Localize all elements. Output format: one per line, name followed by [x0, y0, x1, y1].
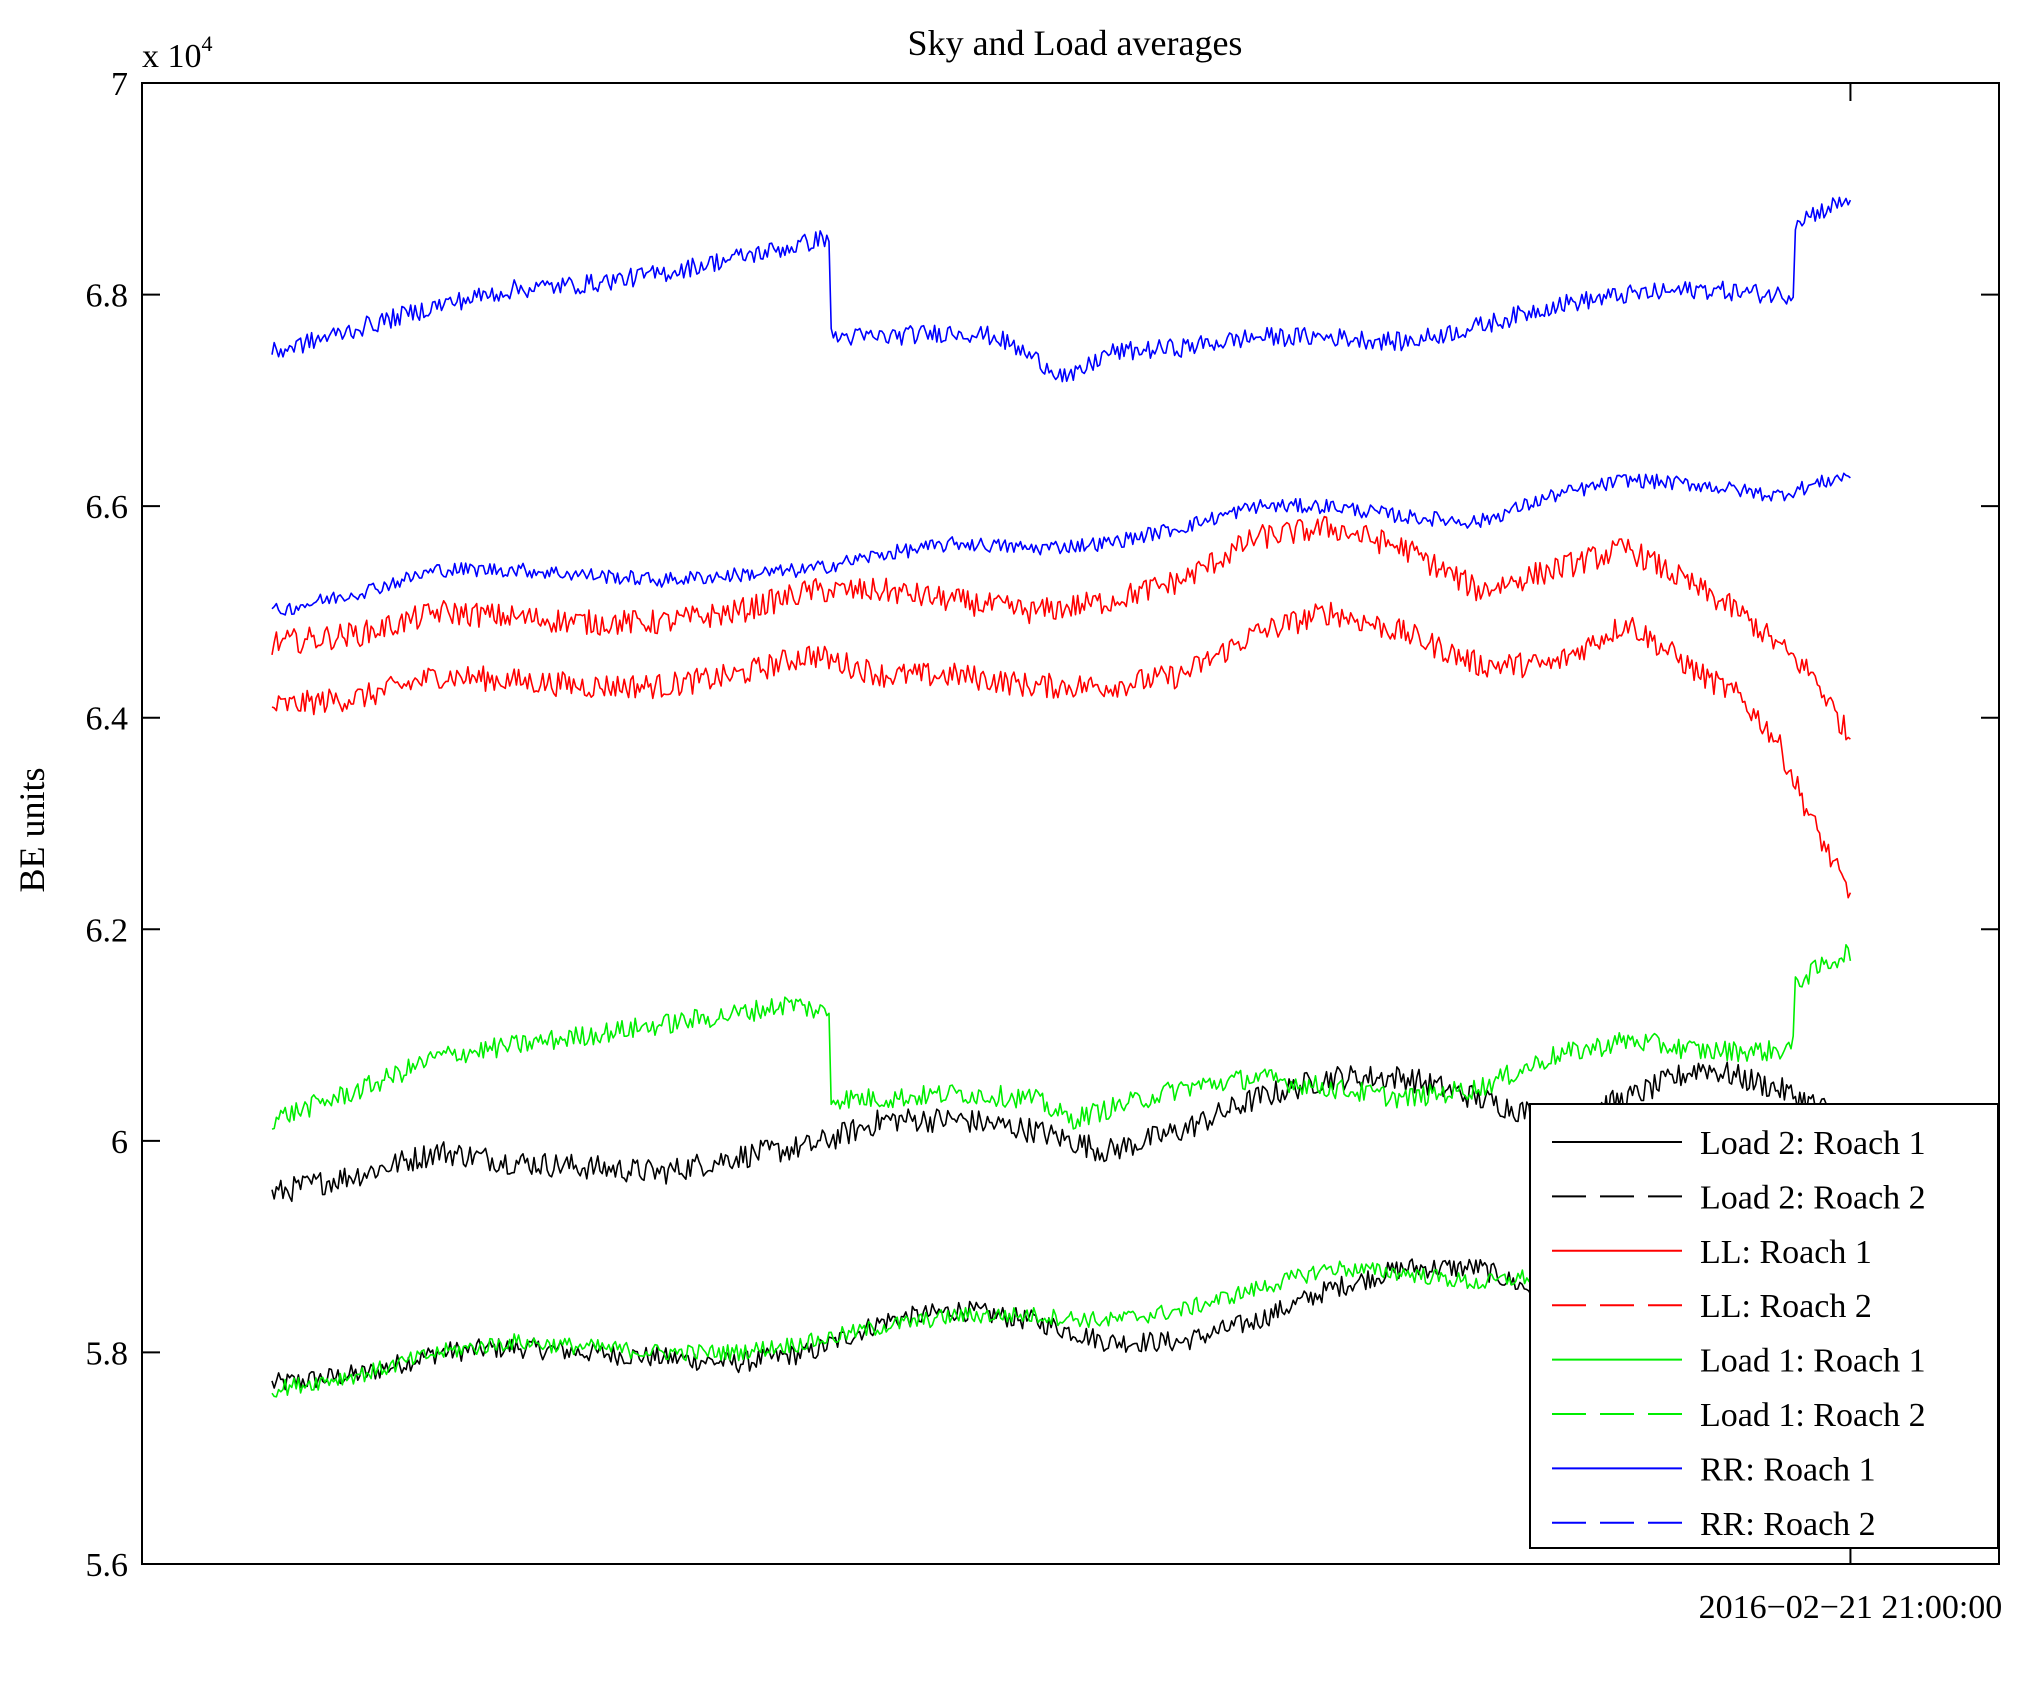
series-line: [271, 601, 1852, 899]
y-tick-label: 6.2: [86, 912, 129, 949]
legend: Load 2: Roach 1 Load 2: Roach 2 LL: Roach …: [1529, 1103, 1999, 1549]
series-line: [271, 515, 1851, 741]
y-axis-label: BE units: [12, 767, 52, 892]
legend-label: RR: Roach 1: [1700, 1451, 1876, 1488]
legend-label: Load 1: Roach 2: [1700, 1397, 1926, 1434]
x-axis-ticks: 2016−02−21 21:00:00: [1699, 83, 2003, 1626]
legend-label: Load 2: Roach 1: [1700, 1125, 1926, 1162]
y-tick-label: 6.8: [86, 278, 129, 315]
y-tick-label: 6.4: [86, 701, 129, 738]
legend-label: LL: Roach 1: [1700, 1234, 1872, 1271]
y-multiplier-exponent: 4: [202, 31, 213, 56]
y-multiplier-base: x 10: [142, 38, 202, 75]
y-tick-label: 7: [111, 66, 128, 103]
legend-label: Load 2: Roach 2: [1700, 1179, 1926, 1216]
y-tick-label: 6: [111, 1124, 128, 1161]
plot-frame: [141, 82, 2000, 1565]
y-axis-ticks: 5.6 5.8 6 6.2 6.4 6.6 6.8 7: [86, 66, 1999, 1584]
legend-label: LL: Roach 2: [1700, 1288, 1872, 1325]
y-tick-label: 6.6: [86, 489, 129, 526]
legend-label: Load 1: Roach 1: [1700, 1343, 1926, 1380]
series-line: [271, 943, 1852, 1130]
series-line: [271, 196, 1852, 383]
series-line: [271, 472, 1851, 616]
legend-label: RR: Roach 2: [1700, 1506, 1876, 1543]
chart-title: Sky and Load averages: [908, 23, 1243, 63]
legend-box: [1529, 1103, 1999, 1549]
y-tick-label: 5.6: [86, 1547, 129, 1584]
x-tick-label: 2016−02−21 21:00:00: [1699, 1589, 2003, 1626]
y-tick-label: 5.8: [86, 1335, 129, 1372]
y-multiplier: x 104: [142, 31, 213, 75]
